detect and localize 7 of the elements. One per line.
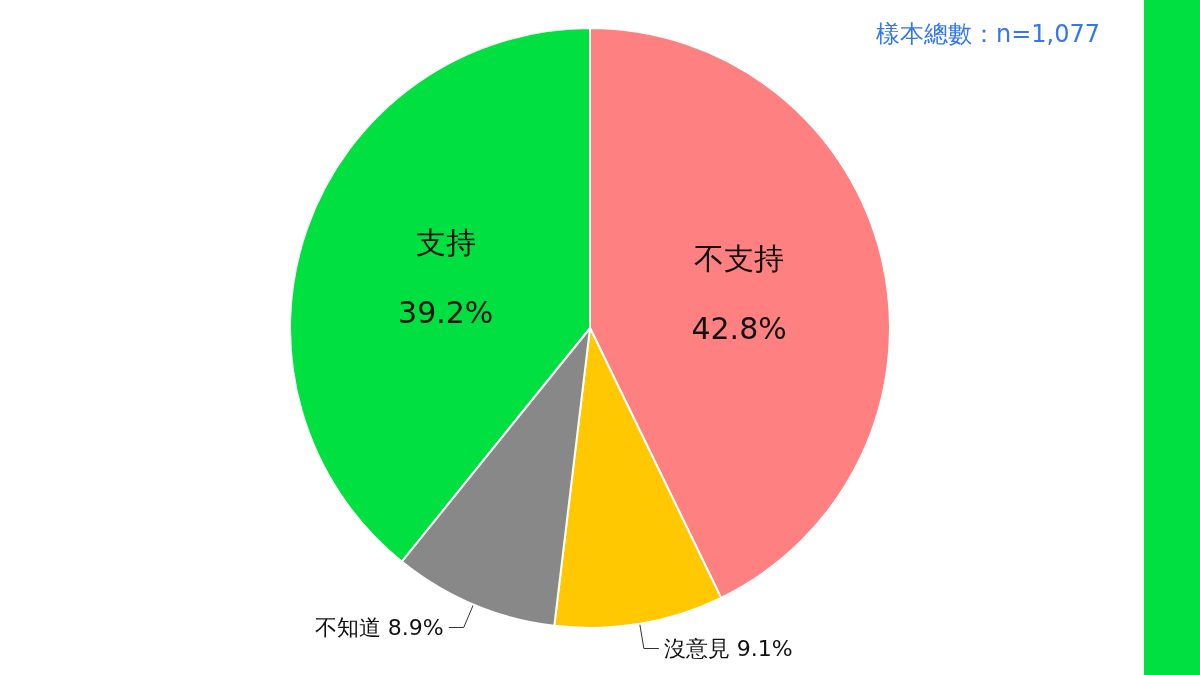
data-label: 39.2% (398, 294, 494, 330)
slice-label: 支持 (415, 224, 476, 260)
slice-label: 不支持 (694, 241, 785, 277)
slice-label: 不知道 8.9% (314, 614, 444, 640)
slice-label: 沒意見 9.1% (663, 636, 793, 662)
text: 樣本總數：n=1,077 (875, 20, 1100, 48)
data-label: 42.8% (691, 311, 787, 347)
